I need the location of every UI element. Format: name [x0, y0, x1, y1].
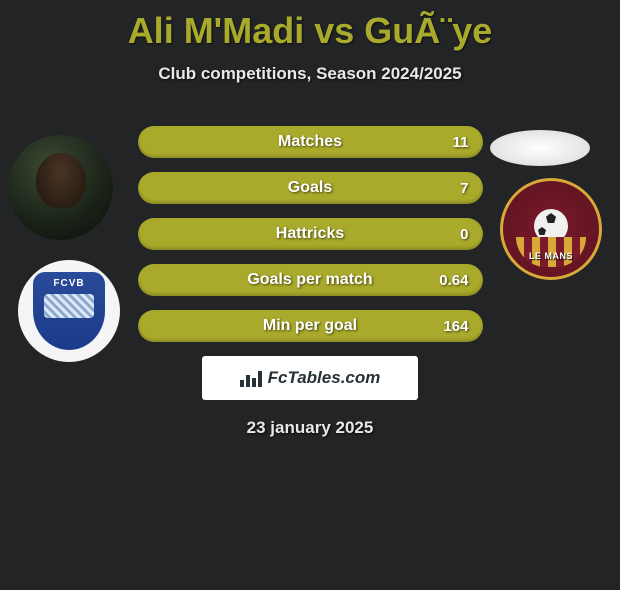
player-left-club-badge [18, 260, 120, 362]
stats-container: Matches 11 Goals 7 Hattricks 0 Goals per… [138, 126, 483, 342]
brand-link[interactable]: FcTables.com [202, 356, 418, 400]
stat-label: Min per goal [263, 317, 357, 335]
date-label: 23 january 2025 [0, 418, 620, 438]
stat-value: 0 [460, 226, 468, 243]
stat-value: 11 [453, 134, 469, 151]
stat-value: 164 [443, 318, 468, 335]
stat-row-matches: Matches 11 [138, 126, 483, 158]
stat-value: 7 [460, 180, 468, 197]
stat-label: Hattricks [276, 225, 344, 243]
stat-row-min-per-goal: Min per goal 164 [138, 310, 483, 342]
player-left-avatar [8, 135, 113, 240]
player-right-avatar [490, 130, 590, 166]
stat-label: Goals per match [247, 271, 372, 289]
page-title: Ali M'Madi vs GuÃ¨ye [0, 10, 620, 52]
stat-row-goals-per-match: Goals per match 0.64 [138, 264, 483, 296]
club-right-label: LE MANS [529, 251, 573, 261]
subtitle: Club competitions, Season 2024/2025 [0, 64, 620, 84]
club-left-shield-icon [33, 272, 105, 350]
stat-row-hattricks: Hattricks 0 [138, 218, 483, 250]
stat-label: Goals [288, 179, 332, 197]
stat-label: Matches [278, 133, 342, 151]
stat-row-goals: Goals 7 [138, 172, 483, 204]
player-right-club-badge: LE MANS [500, 178, 602, 280]
stat-value: 0.64 [439, 272, 468, 289]
bar-chart-icon [240, 369, 262, 387]
brand-text: FcTables.com [268, 368, 381, 388]
